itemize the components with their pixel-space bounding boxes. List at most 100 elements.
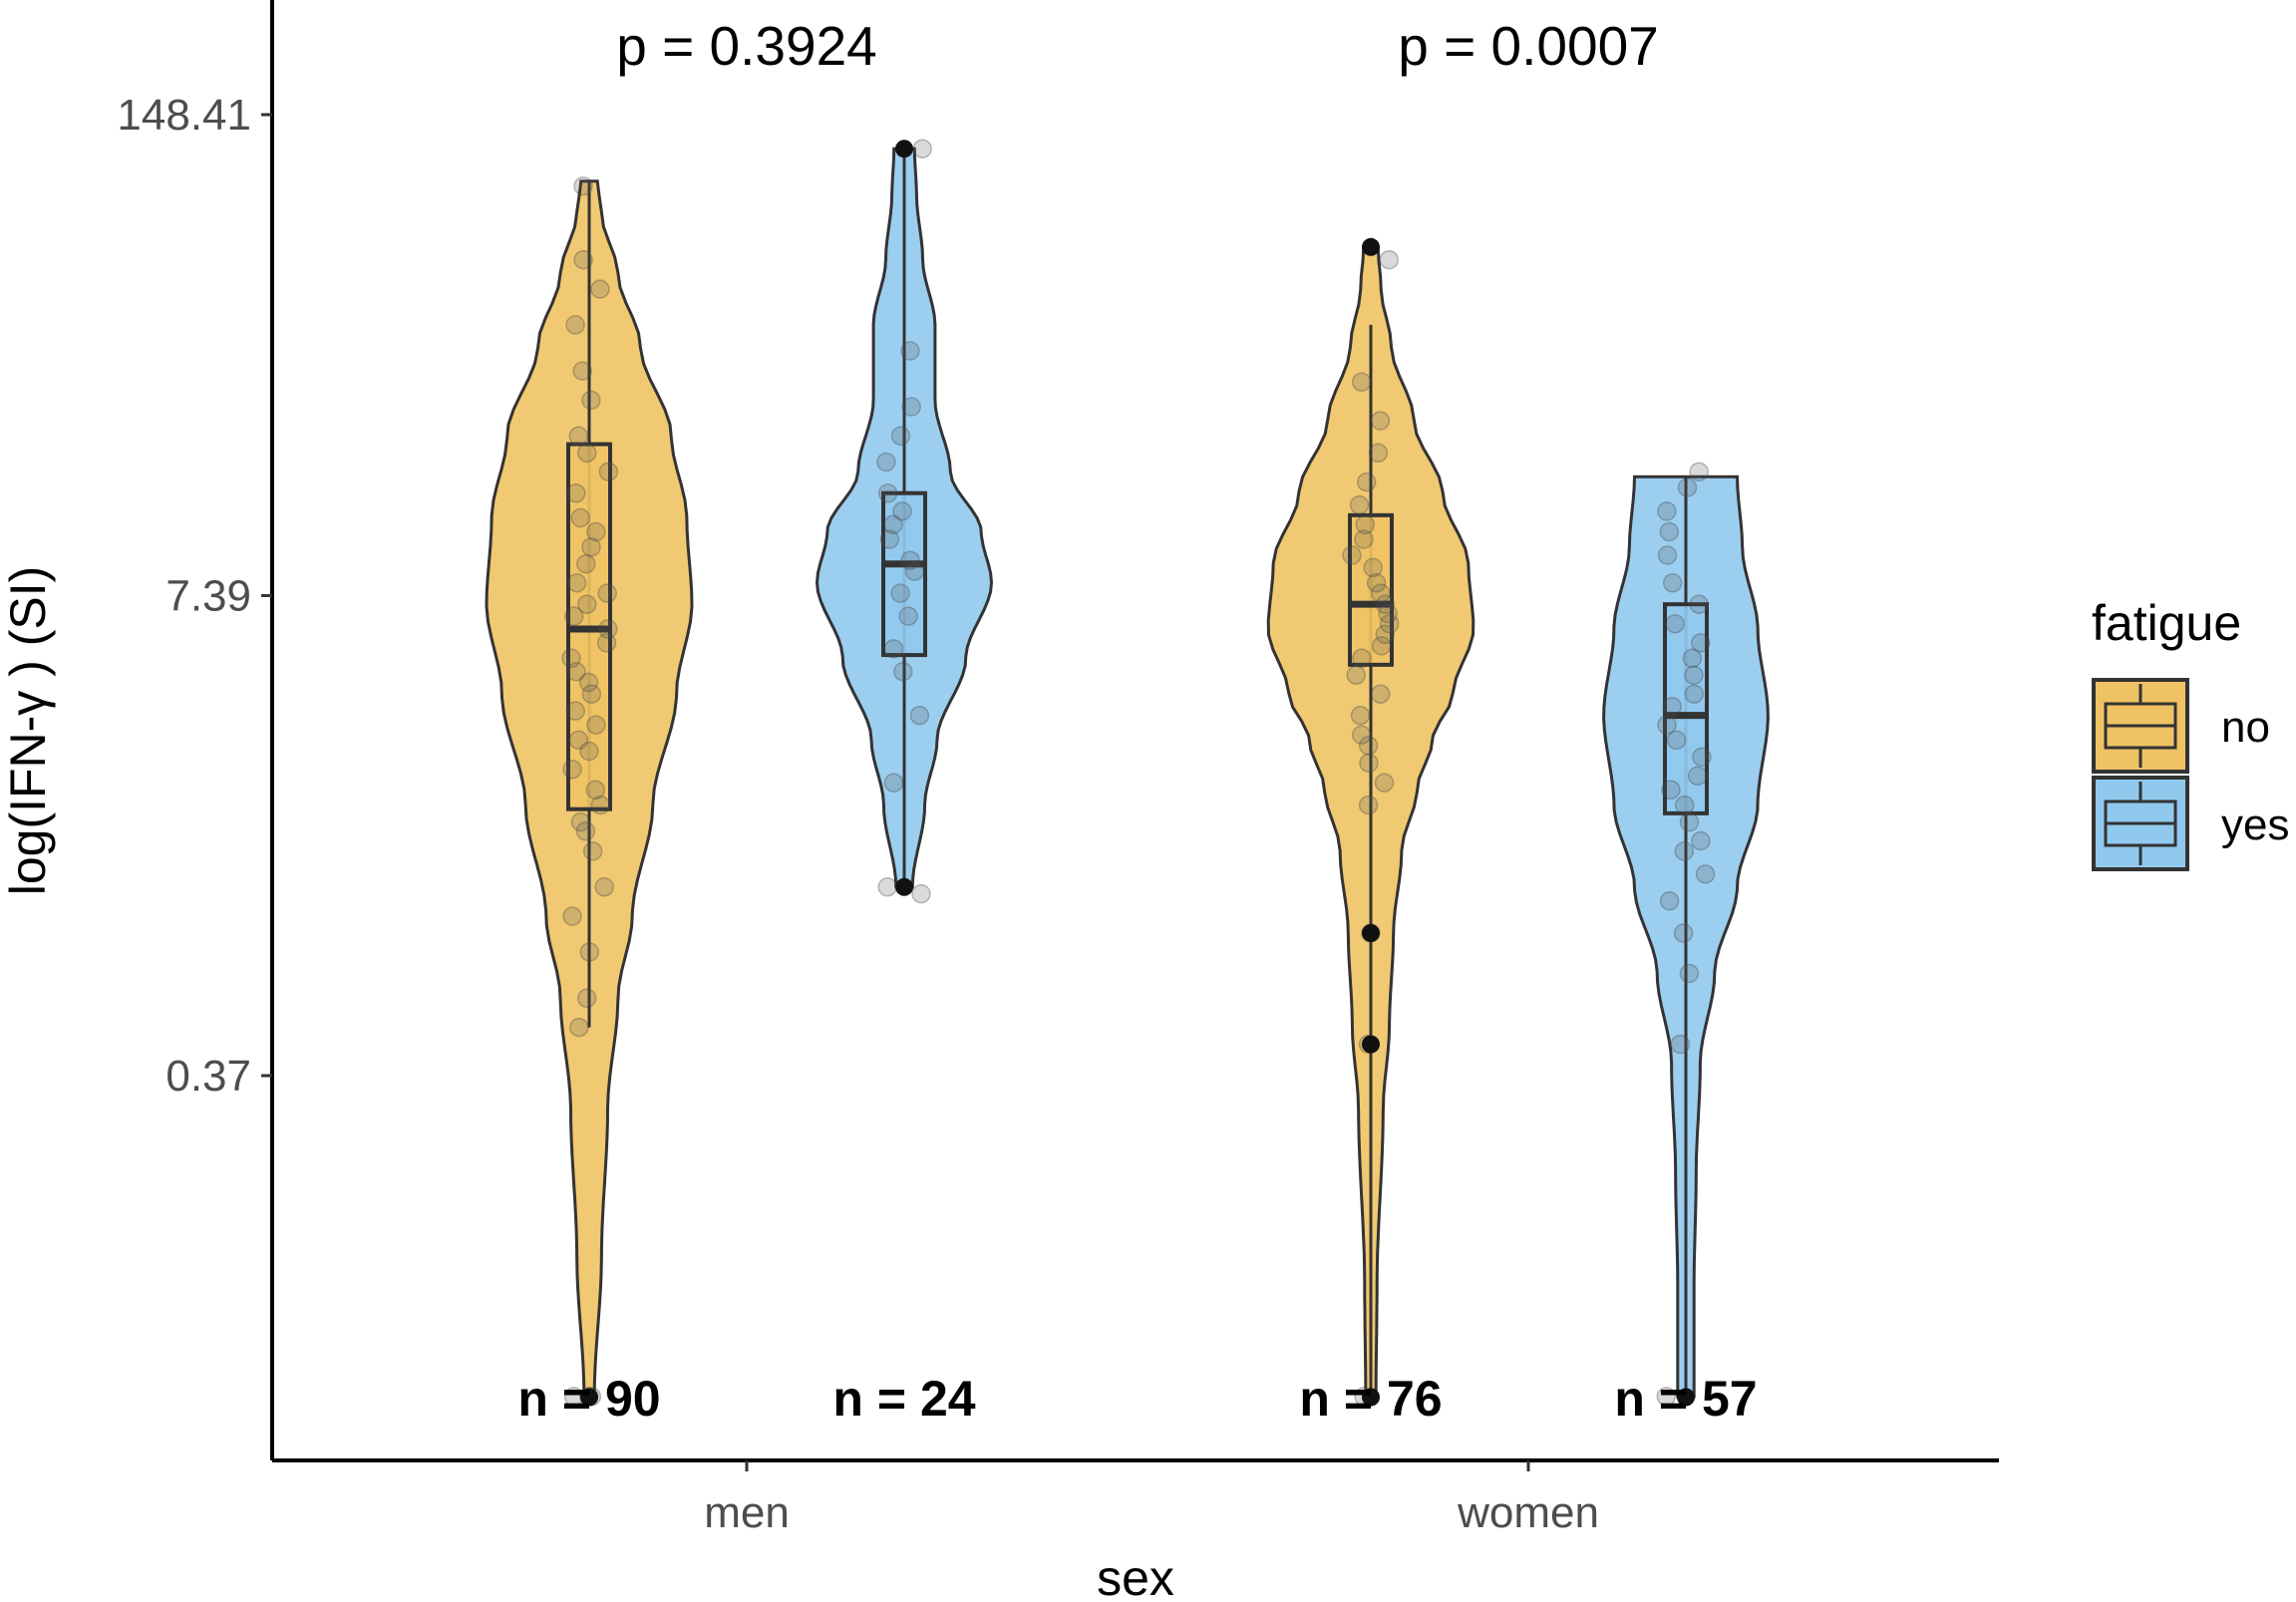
data-point	[1355, 514, 1376, 535]
data-point	[1354, 529, 1374, 549]
data-point	[911, 883, 931, 904]
data-point	[1692, 747, 1712, 768]
p-value-women: p = 0.0007	[1398, 15, 1659, 77]
data-point	[1358, 795, 1379, 815]
y-tick-label: 7.39	[165, 571, 251, 620]
data-point	[590, 795, 611, 815]
data-point	[582, 841, 603, 861]
data-point	[1352, 648, 1372, 669]
data-point	[876, 452, 896, 473]
data-point	[568, 426, 589, 447]
data-point	[1375, 624, 1396, 645]
data-point	[1349, 494, 1370, 515]
data-point	[576, 553, 596, 574]
data-point	[1375, 594, 1396, 614]
outlier-point	[1362, 1388, 1380, 1407]
outlier-point	[895, 140, 913, 159]
y-tick-label: 148.41	[117, 91, 251, 140]
data-point	[890, 426, 911, 447]
data-point	[576, 988, 597, 1009]
data-point	[577, 443, 597, 464]
data-point	[598, 462, 619, 481]
data-point	[566, 572, 587, 593]
outlier-point	[1362, 924, 1380, 942]
data-point	[598, 619, 618, 639]
data-point	[1363, 557, 1383, 578]
data-point	[581, 390, 601, 411]
n-label-men-yes: n = 24	[832, 1371, 975, 1427]
data-point	[565, 701, 586, 721]
legend: fatigue no yes	[2092, 595, 2289, 871]
outlier-point	[1362, 237, 1380, 256]
data-point	[900, 341, 920, 361]
data-point	[909, 705, 930, 726]
data-point	[1374, 773, 1395, 793]
data-point	[1378, 603, 1398, 624]
data-point	[570, 507, 590, 528]
data-point	[562, 906, 582, 926]
data-point	[1679, 811, 1700, 832]
plot-area: n = 90 n = 24 n = 76 n = 57 p = 0.3924 p = 0.…	[485, 15, 1770, 1427]
y-axis-title: log(IFN-γ ) (SI)	[0, 566, 56, 896]
data-point	[877, 877, 897, 897]
outlier-point	[580, 1388, 598, 1407]
y-tick-label: 0.37	[165, 1052, 251, 1101]
data-point	[573, 175, 593, 196]
data-point	[1370, 411, 1391, 431]
data-point	[572, 361, 592, 381]
data-point	[1358, 736, 1379, 756]
p-value-men: p = 0.3924	[616, 15, 877, 77]
n-label-men-no: n = 90	[517, 1371, 660, 1427]
legend-key-no: no	[2092, 678, 2270, 774]
x-tick-label: women	[1457, 1488, 1599, 1537]
data-point	[579, 741, 599, 762]
data-point	[892, 501, 912, 521]
outlier-point	[1362, 1035, 1380, 1054]
data-point	[1684, 684, 1705, 704]
data-point	[1370, 684, 1391, 704]
data-point	[901, 397, 921, 417]
data-point	[1656, 1387, 1677, 1407]
data-point	[1350, 705, 1371, 726]
n-label-women-no: n = 76	[1299, 1371, 1442, 1427]
data-point	[597, 583, 617, 603]
y-axis-ticks: 148.41 7.39 0.37	[117, 91, 272, 1101]
data-point	[1657, 501, 1677, 521]
data-point	[1675, 795, 1695, 815]
data-point	[1687, 766, 1708, 787]
data-point	[566, 661, 586, 682]
box-men-yes	[881, 490, 927, 658]
data-point	[596, 633, 617, 653]
data-point	[577, 594, 597, 614]
data-point	[1657, 715, 1677, 735]
box-women-yes	[1663, 602, 1709, 815]
x-axis-ticks: men women	[704, 1460, 1599, 1537]
data-point	[565, 315, 585, 335]
data-point	[1665, 613, 1685, 634]
data-point	[1659, 521, 1680, 542]
data-point	[1346, 665, 1367, 685]
data-point	[586, 715, 606, 735]
data-point	[568, 730, 589, 751]
data-point	[1662, 572, 1683, 593]
legend-label: no	[2221, 703, 2270, 752]
data-point	[586, 521, 606, 542]
data-point	[1379, 613, 1400, 634]
x-tick-label: men	[704, 1488, 790, 1537]
data-point	[900, 550, 920, 570]
data-point	[1657, 545, 1678, 565]
data-point	[1666, 730, 1687, 751]
outlier-point	[1677, 1388, 1695, 1407]
data-point	[1691, 633, 1711, 653]
data-point	[1662, 696, 1682, 717]
data-point	[883, 639, 904, 659]
data-point	[1661, 780, 1681, 801]
data-point	[1695, 864, 1716, 884]
data-point	[1359, 753, 1379, 774]
data-point	[1379, 249, 1400, 270]
data-point	[575, 821, 596, 841]
data-point	[1351, 372, 1372, 392]
data-point	[1371, 636, 1392, 656]
box-women-no	[1348, 512, 1394, 667]
